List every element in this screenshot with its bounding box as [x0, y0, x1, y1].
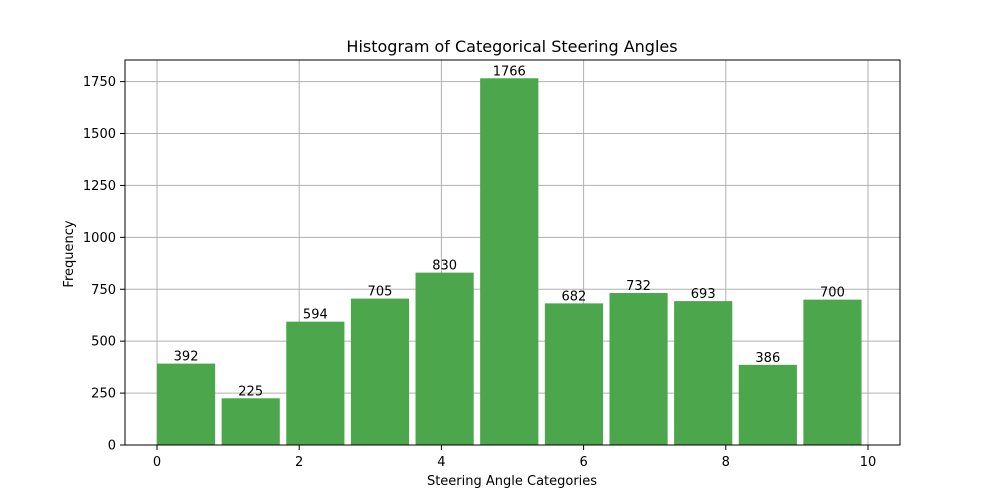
bar-value-label: 392 — [174, 350, 199, 365]
histogram-bar — [480, 78, 539, 446]
x-tick-label: 8 — [722, 455, 730, 470]
bar-value-label: 1766 — [493, 64, 526, 79]
y-axis-label: Frequency — [62, 220, 77, 287]
histogram-bar — [286, 321, 345, 445]
y-tick-label: 750 — [91, 283, 116, 298]
y-tick-label: 500 — [91, 335, 116, 350]
histogram-bar — [415, 272, 474, 445]
histogram-bar — [221, 398, 280, 445]
bar-value-label: 705 — [368, 285, 393, 300]
bar-value-label: 225 — [238, 384, 263, 399]
y-tick-label: 1750 — [83, 75, 116, 90]
histogram-bar — [674, 301, 733, 445]
x-tick-label: 4 — [437, 455, 445, 470]
bar-value-label: 732 — [626, 279, 651, 294]
bar-value-label: 386 — [755, 351, 780, 366]
bar-value-label: 594 — [303, 308, 328, 323]
y-tick-label: 1250 — [83, 179, 116, 194]
x-tick-label: 2 — [295, 455, 303, 470]
x-axis-label: Steering Angle Categories — [427, 474, 597, 489]
x-tick-label: 6 — [579, 455, 587, 470]
y-tick-label: 250 — [91, 387, 116, 402]
y-tick-label: 1000 — [83, 231, 116, 246]
chart-title: Histogram of Categorical Steering Angles — [346, 37, 677, 56]
bar-value-labels: 392 225 594 705 830 1766 682 732 693 386 700 — [174, 64, 845, 399]
y-tick-label: 1500 — [83, 127, 116, 142]
y-axis-ticks: 0 250 500 750 1000 1250 1500 1750 — [83, 75, 125, 454]
x-tick-label: 10 — [860, 455, 877, 470]
plot-frame — [124, 59, 901, 446]
x-tick-label: 0 — [153, 455, 161, 470]
histogram-bar — [156, 363, 216, 445]
histogram-bar — [609, 292, 668, 445]
histogram-bar — [803, 299, 862, 445]
bar-value-label: 830 — [432, 259, 457, 274]
bar-value-label: 682 — [562, 289, 587, 304]
histogram-bar — [350, 298, 410, 445]
bars — [156, 78, 862, 446]
y-tick-label: 0 — [108, 439, 116, 454]
histogram-bar — [738, 364, 797, 445]
bar-value-label: 700 — [820, 286, 845, 301]
histogram-bar — [544, 303, 604, 445]
x-axis-ticks: 0 2 4 6 8 10 — [153, 445, 876, 470]
bar-value-label: 693 — [691, 287, 716, 302]
